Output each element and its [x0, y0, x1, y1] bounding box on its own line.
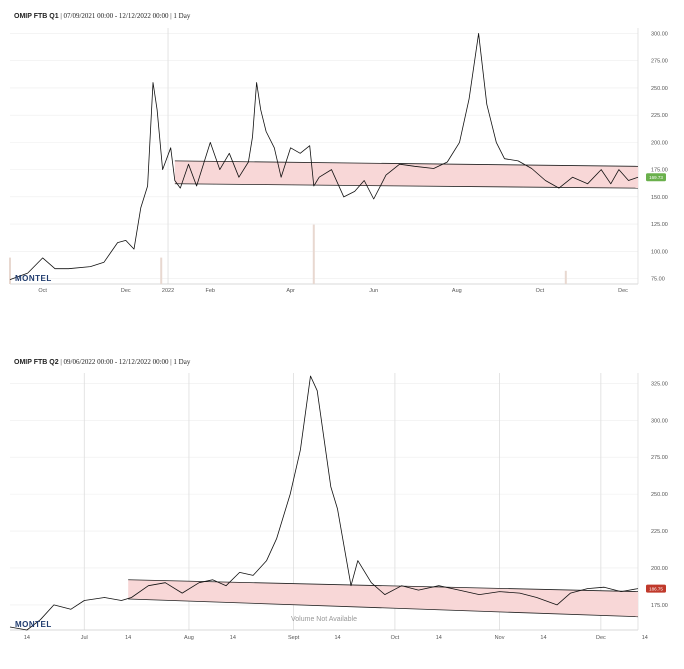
chart1-y-tick-label: 300.00: [651, 31, 668, 37]
chart2-y-tick-label: 200.00: [651, 566, 668, 572]
chart2-y-tick-label: 275.00: [651, 455, 668, 461]
chart1-channel-upper: [174, 160, 639, 167]
chart1-title-instrument: OMIP FTB Q1: [14, 13, 59, 20]
chart2-x-tick-label: Aug: [184, 635, 194, 641]
chart1-x-tick-label: Apr: [286, 288, 295, 294]
chart2-y-tick-label: 175.00: [651, 603, 668, 609]
chart2-x-tick-label: 14: [540, 635, 546, 641]
chart1-x-tick-label: Aug: [452, 288, 462, 294]
chart2-last-value-label: 186.75: [649, 586, 663, 591]
chart2-x-tick-label: Nov: [495, 635, 505, 641]
chart2-price-line: [9, 375, 639, 631]
chart1-title: OMIP FTB Q1 | 07/09/2021 00:00 - 12/12/2…: [14, 12, 190, 20]
chart2-channel-upper: [128, 579, 639, 592]
chart1-channel-band: [174, 160, 638, 189]
chart2-x-tick-label: 14: [642, 635, 648, 641]
chart2-x-tick-label: Sept: [288, 635, 300, 641]
chart1-y-tick-label: 100.00: [651, 249, 668, 255]
chart2-y-tick-label: 250.00: [651, 492, 668, 498]
chart2-channel-lower: [128, 598, 639, 618]
chart1-y-tick-label: 125.00: [651, 222, 668, 228]
chart1-montel-logo: MONTEL: [15, 274, 52, 283]
chart1-x-tick-label: Oct: [38, 288, 47, 294]
chart2-last-value-tag: [646, 584, 666, 593]
chart2-title-instrument: OMIP FTB Q2: [14, 359, 59, 366]
chart1-y-tick-label: 75.00: [651, 277, 665, 283]
chart1-last-value-label: 169.73: [649, 175, 663, 180]
chart1-y-tick-label: 150.00: [651, 195, 668, 201]
chart1-y-tick-label: 175.00: [651, 168, 668, 174]
chart1-channel-lower: [174, 183, 639, 189]
chart1-volume-bar: [564, 270, 567, 284]
chart1-y-tick-label: 275.00: [651, 59, 668, 65]
chart2-title-range: | 09/06/2022 00:00 - 12/12/2022 00:00 | …: [58, 358, 191, 366]
chart1-x-tick-label: Dec: [121, 288, 131, 294]
chart2-y-tick-label: 300.00: [651, 418, 668, 424]
chart1-x-tick-label: Dec: [618, 288, 628, 294]
chart2-x-tick-label: 14: [230, 635, 236, 641]
chart2-x-tick-label: 14: [436, 635, 442, 641]
chart1-y-tick-label: 225.00: [651, 113, 668, 119]
chart2-y-tick-label: 325.00: [651, 381, 668, 387]
chart1-title-range: | 07/09/2021 00:00 - 12/12/2022 00:00 | …: [58, 12, 191, 20]
chart1-y-tick-label: 200.00: [651, 140, 668, 146]
chart2-x-tick-label: Dec: [596, 635, 606, 641]
chart2-montel-logo: MONTEL: [15, 620, 52, 629]
chart2-x-tick-label: Jul: [81, 635, 88, 641]
chart1-volume-bar: [9, 257, 11, 284]
chart1-x-tick-label: Jun: [369, 288, 378, 294]
chart1-x-tick-label: Feb: [206, 288, 215, 294]
chart1-price-line: [9, 33, 639, 280]
chart2-y-tick-label: 225.00: [651, 529, 668, 535]
chart1-y-tick-label: 250.00: [651, 86, 668, 92]
chart1-volume-bar: [312, 224, 315, 284]
chart1-x-tick-label: Oct: [536, 288, 545, 294]
chart2-title: OMIP FTB Q2 | 09/06/2022 00:00 - 12/12/2…: [14, 358, 190, 366]
chart1-x-tick-label: 2022: [162, 288, 174, 294]
chart1-volume-bar: [160, 257, 163, 284]
chart2-x-tick-label: 14: [24, 635, 30, 641]
chart2-x-tick-label: 14: [334, 635, 340, 641]
chart2-x-tick-label: 14: [125, 635, 131, 641]
chart2-volume-note: Volume Not Available: [291, 616, 357, 623]
chart2-x-tick-label: Oct: [391, 635, 400, 641]
chart1-last-value-tag: [646, 173, 666, 182]
